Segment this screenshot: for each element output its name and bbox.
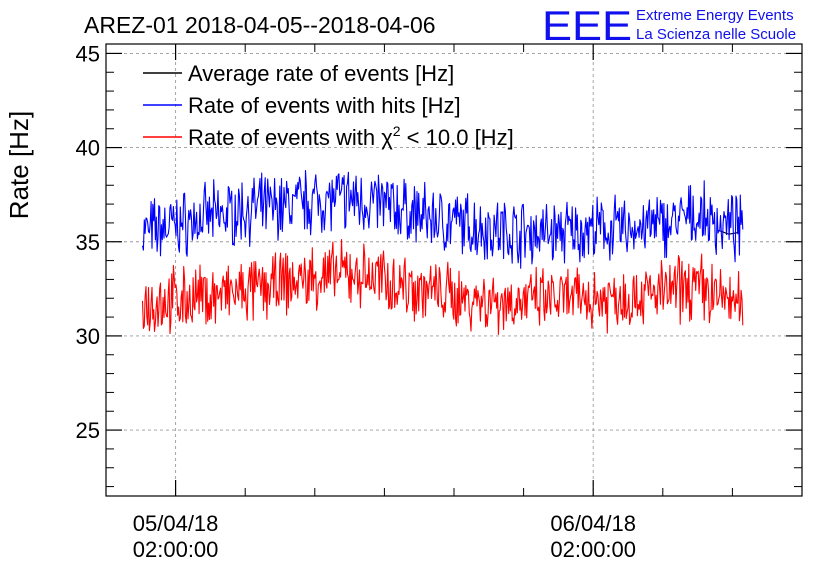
series-group bbox=[141, 169, 744, 335]
legend-label-text: Rate of events with χ bbox=[188, 125, 393, 150]
series-line-2 bbox=[141, 239, 744, 335]
y-tick-label: 45 bbox=[76, 41, 100, 66]
axis-ticks: 253035404505/04/1802:00:0006/04/1802:00:… bbox=[76, 41, 803, 562]
chart-title: AREZ-01 2018-04-05--2018-04-06 bbox=[84, 12, 436, 38]
legend-label-1: Rate of events with hits [Hz] bbox=[188, 93, 461, 118]
x-tick-date-label: 05/04/18 bbox=[133, 511, 219, 536]
y-tick-label: 40 bbox=[76, 136, 100, 161]
x-tick-time-label: 02:00:00 bbox=[133, 537, 219, 562]
legend-label-superscript: 2 bbox=[393, 123, 401, 139]
y-tick-label: 35 bbox=[76, 230, 100, 255]
grid-lines bbox=[106, 44, 802, 496]
y-tick-label: 25 bbox=[76, 418, 100, 443]
eee-logo: EEE Extreme Energy Events La Scienza nel… bbox=[542, 2, 796, 49]
legend-label-suffix: < 10.0 [Hz] bbox=[401, 125, 514, 150]
y-axis-label: Rate [Hz] bbox=[4, 111, 34, 219]
x-tick-time-label: 02:00:00 bbox=[550, 537, 636, 562]
y-tick-label: 30 bbox=[76, 324, 100, 349]
legend-label-text: Average rate of events [Hz] bbox=[188, 61, 454, 86]
logo-mark: EEE bbox=[542, 2, 632, 49]
series-line-1 bbox=[141, 169, 744, 269]
legend-label-0: Average rate of events [Hz] bbox=[188, 61, 454, 86]
legend-label-2: Rate of events with χ2 < 10.0 [Hz] bbox=[188, 123, 514, 150]
logo-line2: La Scienza nelle Scuole bbox=[636, 26, 796, 43]
x-tick-date-label: 06/04/18 bbox=[550, 511, 636, 536]
legend-label-text: Rate of events with hits [Hz] bbox=[188, 93, 461, 118]
logo-line1: Extreme Energy Events bbox=[636, 7, 794, 24]
legend: Average rate of events [Hz] Rate of event… bbox=[143, 61, 514, 150]
